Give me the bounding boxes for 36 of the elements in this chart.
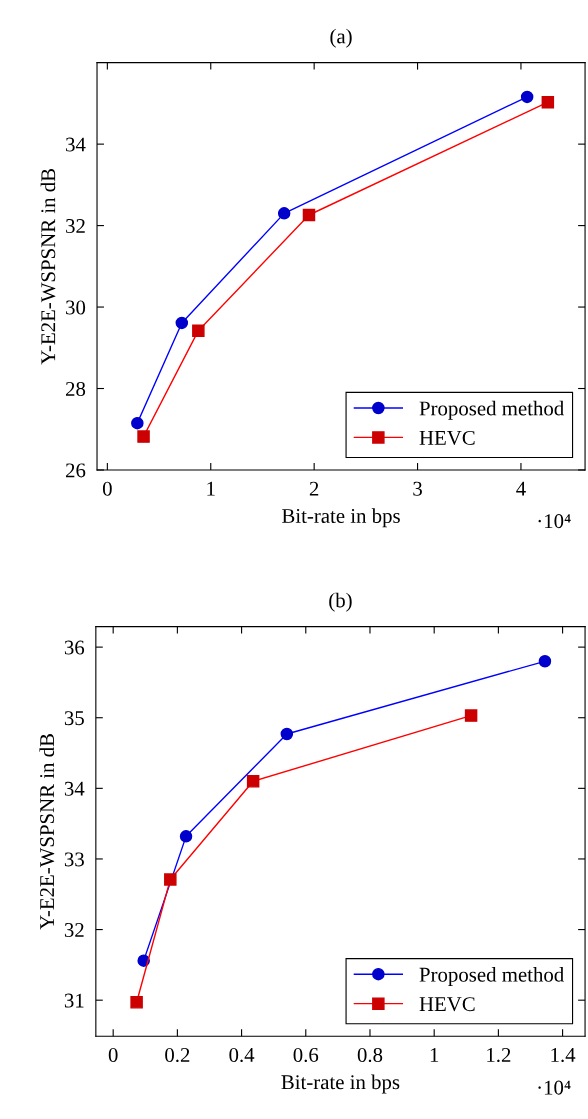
- x-tick-label: 2: [309, 481, 319, 496]
- x-tick-label: 0.6: [293, 1047, 319, 1063]
- chart-title: (b): [329, 592, 352, 612]
- legend-label: Proposed method: [419, 400, 564, 420]
- x-tick-label: 0: [108, 1047, 118, 1062]
- legend-label: HEVC: [419, 430, 475, 446]
- y-axis-title: Y-E2E-WSPSNR in dB: [40, 168, 56, 365]
- x-axis-title: Bit-rate in bps: [282, 508, 400, 528]
- y-tick-label: 32: [64, 923, 84, 937]
- text: ·10⁴: [538, 1080, 571, 1095]
- y-tick-label: 26: [65, 463, 86, 478]
- y-tick-label: 32: [66, 219, 85, 234]
- x-tick-label: 0.4: [229, 1047, 255, 1063]
- chart-title: (a): [330, 28, 352, 48]
- y-axis-title: Y-E2E-WSPSNR in dB: [39, 734, 55, 930]
- x-tick-label: 0: [102, 481, 112, 496]
- x-tick-label: 0.8: [357, 1047, 383, 1063]
- x-tick-label: 0.2: [165, 1047, 190, 1063]
- x-tick-label: 1: [430, 1048, 439, 1062]
- y-tick-label: 35: [64, 711, 84, 726]
- y-tick-label: 28: [65, 381, 86, 396]
- y-tick-label: 34: [66, 137, 86, 152]
- x-tick-label: 1.2: [487, 1047, 511, 1063]
- y-tick-label: 36: [64, 640, 85, 655]
- y-tick-label: 33: [64, 852, 84, 867]
- y-tick-label: 30: [66, 300, 86, 315]
- x-tick-label: 4: [516, 481, 526, 496]
- x-tick-label: 1.4: [551, 1048, 576, 1063]
- y-tick-label: 31: [64, 993, 84, 1008]
- x-tick-label: 3: [413, 481, 422, 496]
- y-tick-label: 34: [64, 781, 85, 796]
- legend-label: HEVC: [419, 997, 475, 1012]
- x-axis-title: Bit-rate in bps: [281, 1074, 400, 1094]
- text: ·10⁴: [538, 514, 571, 529]
- legend-label: Proposed method: [419, 967, 564, 986]
- x-tick-label: 1: [207, 481, 215, 496]
